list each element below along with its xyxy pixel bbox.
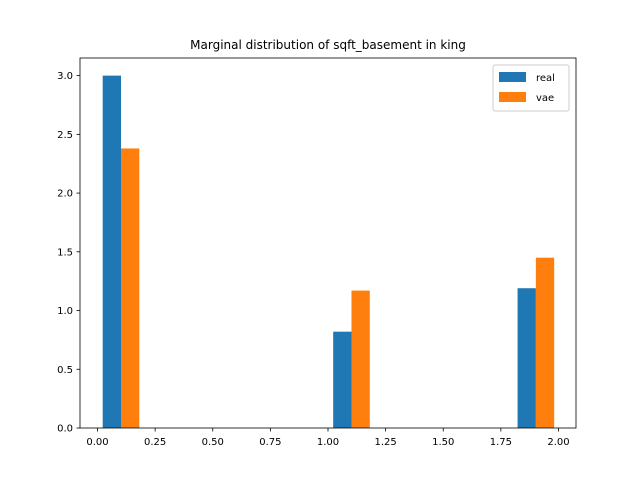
y-axis: 0.0 0.5 1.0 1.5 2.0 2.5 3.0 <box>57 71 80 435</box>
y-tick-label: 3.0 <box>57 71 73 82</box>
x-tick-label: 2.00 <box>547 437 569 448</box>
x-tick-label: 1.75 <box>490 437 512 448</box>
legend-swatch-real <box>499 72 526 82</box>
legend-swatch-vae <box>499 92 526 102</box>
legend: real vae <box>492 64 570 112</box>
bar-real-1 <box>333 331 352 428</box>
legend-box <box>492 64 570 112</box>
x-tick-label: 0.50 <box>202 437 224 448</box>
y-tick-label: 0.0 <box>57 424 73 435</box>
legend-label-vae: vae <box>536 93 554 104</box>
chart-title: Marginal distribution of sqft_basement i… <box>190 38 466 52</box>
y-tick-label: 2.5 <box>57 130 73 141</box>
plot-frame <box>79 57 577 429</box>
bar-vae-2 <box>535 257 555 428</box>
y-tick-label: 0.5 <box>57 365 73 376</box>
bar-real-0 <box>102 75 122 428</box>
bars-group <box>102 75 555 428</box>
legend-label-real: real <box>536 73 555 84</box>
x-tick-label: 1.00 <box>317 437 339 448</box>
x-tick-label: 1.25 <box>374 437 396 448</box>
y-tick-label: 1.0 <box>57 306 73 317</box>
y-tick-label: 1.5 <box>57 247 73 258</box>
bar-real-2 <box>517 288 536 428</box>
x-tick-label: 0.00 <box>86 437 108 448</box>
bar-vae-1 <box>351 290 370 428</box>
bar-vae-0 <box>121 148 140 428</box>
x-axis: 0.00 0.25 0.50 0.75 1.00 1.25 1.50 1.75 2.00 <box>86 428 570 448</box>
x-tick-label: 0.75 <box>259 437 281 448</box>
x-tick-label: 0.25 <box>144 437 166 448</box>
y-tick-label: 2.0 <box>57 189 73 200</box>
x-tick-label: 1.50 <box>432 437 454 448</box>
